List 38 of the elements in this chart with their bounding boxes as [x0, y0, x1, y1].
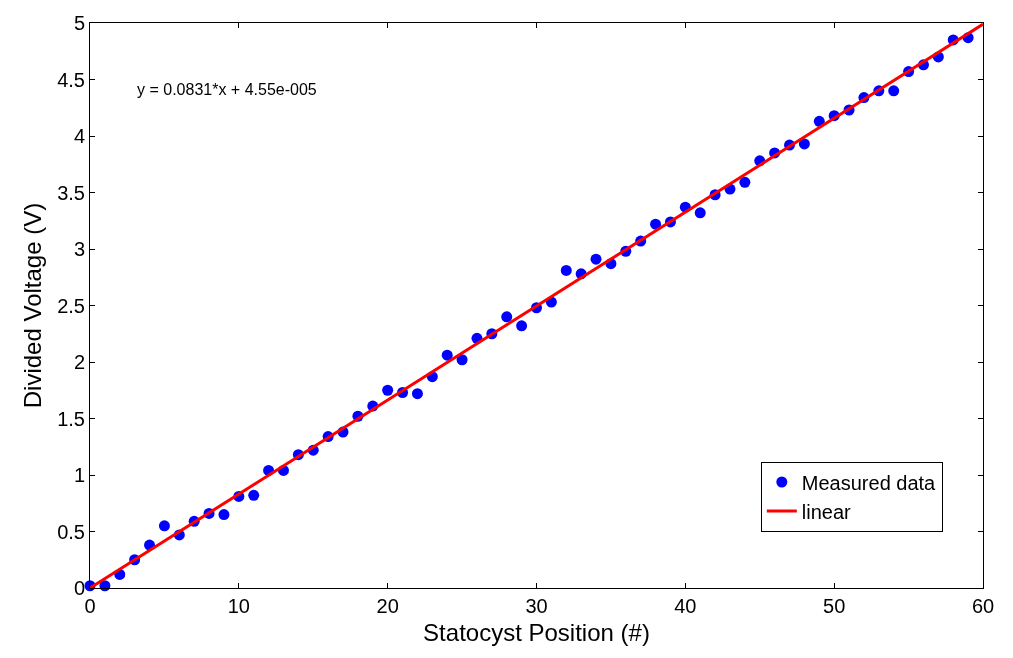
- point: [516, 320, 528, 332]
- point: [590, 253, 602, 265]
- y-tick-label: 2: [73, 351, 85, 373]
- point: [650, 218, 662, 230]
- point: [694, 207, 706, 219]
- y-tick-label: 0.5: [57, 520, 85, 543]
- y-tick-label: 3.5: [57, 181, 85, 204]
- point: [739, 176, 751, 188]
- x-tick-label: 30: [525, 595, 548, 617]
- point: [441, 349, 453, 361]
- point: [560, 264, 572, 276]
- annotation: y = 0.0831*x + 4.55e-005: [137, 81, 317, 98]
- legend-label: Measured data: [801, 471, 937, 494]
- y-tick-label: 2.5: [57, 294, 85, 317]
- y-tick-label: 3: [73, 238, 85, 260]
- y-tick-label: 4: [73, 125, 85, 147]
- y-tick-label: 4.5: [57, 68, 85, 91]
- point: [218, 509, 230, 521]
- legend-label: linear: [801, 500, 852, 523]
- point: [798, 138, 810, 150]
- x-tick-label: 50: [823, 595, 846, 617]
- point: [411, 388, 423, 400]
- y-tick-label: 1: [73, 464, 85, 486]
- y-tick-label: 5: [73, 12, 85, 34]
- y-axis-title: Divided Voltage (V): [19, 202, 47, 409]
- point: [382, 384, 394, 396]
- x-axis-title: Statocyst Position (#): [423, 619, 650, 647]
- y-tick-label: 0: [73, 577, 85, 599]
- point: [501, 311, 513, 323]
- x-tick-label: 40: [674, 595, 697, 617]
- x-tick-label: 60: [971, 595, 995, 617]
- point: [158, 520, 170, 532]
- y-tick-label: 1.5: [57, 407, 85, 430]
- point: [888, 85, 900, 97]
- x-tick-label: 20: [376, 595, 399, 617]
- point: [456, 354, 468, 366]
- x-tick-label: 10: [227, 595, 250, 617]
- point: [248, 489, 260, 501]
